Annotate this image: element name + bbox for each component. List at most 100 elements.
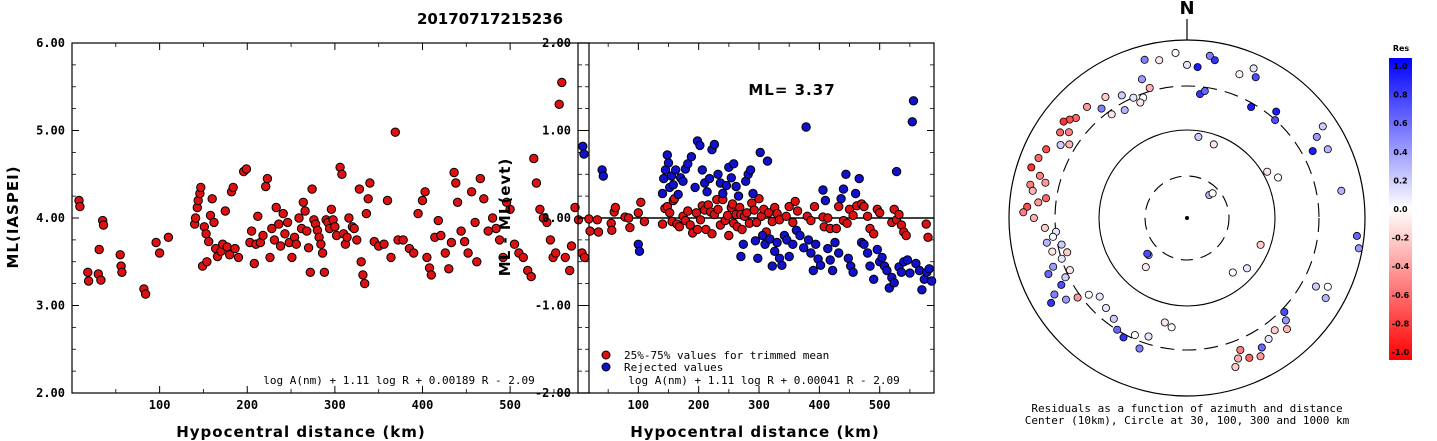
data-point: [678, 176, 688, 187]
station-marker: [1270, 326, 1279, 335]
station-marker: [1050, 290, 1059, 299]
data-point: [531, 178, 542, 188]
middle-series-0: [584, 194, 933, 243]
data-point: [342, 232, 352, 243]
data-point: [545, 235, 556, 245]
middle-y-tick-label: -2.00: [535, 386, 571, 400]
colorbar-tick-label: -0.8: [1392, 319, 1410, 328]
data-point: [298, 197, 308, 208]
data-point: [702, 187, 712, 197]
data-point: [625, 222, 635, 233]
data-point: [686, 152, 697, 162]
data-point: [842, 218, 852, 229]
left-y-tick-label: 2.00: [36, 386, 65, 400]
data-point: [233, 252, 244, 263]
station-marker: [1073, 293, 1082, 302]
data-point: [560, 252, 570, 263]
station-marker: [1235, 70, 1244, 79]
data-point: [737, 224, 747, 235]
data-point: [889, 278, 899, 288]
colorbar-tick-label: 0.0: [1393, 205, 1408, 214]
data-point: [848, 210, 858, 221]
data-point: [891, 166, 902, 177]
station-marker: [1023, 202, 1032, 211]
azimuth-distance-polar-plot: N Residuals as a function of azimuth and…: [1008, 0, 1366, 427]
data-point: [261, 181, 271, 192]
data-point: [799, 243, 809, 253]
colorbar-tick-label: 0.6: [1393, 119, 1408, 128]
left-x-tick-label: 400: [412, 398, 434, 412]
data-point: [75, 201, 85, 212]
station-marker: [1084, 290, 1093, 299]
data-point: [713, 204, 723, 215]
data-point: [487, 213, 498, 223]
station-marker: [1044, 269, 1053, 278]
station-marker: [1019, 208, 1028, 217]
station-marker: [1318, 122, 1327, 131]
station-marker: [1056, 128, 1065, 137]
data-point: [772, 237, 782, 248]
data-point: [808, 265, 818, 276]
data-point: [354, 184, 365, 194]
data-point: [795, 230, 805, 241]
data-point: [557, 77, 567, 88]
data-point: [862, 211, 873, 222]
data-point: [151, 237, 161, 248]
data-point: [850, 188, 861, 199]
station-marker: [1042, 194, 1051, 203]
station-marker: [1119, 333, 1128, 342]
station-marker: [1209, 140, 1218, 149]
station-marker: [1042, 145, 1051, 154]
data-point: [831, 223, 841, 234]
data-point: [265, 252, 275, 263]
data-point: [241, 164, 252, 174]
data-point: [825, 255, 835, 265]
data-point: [633, 208, 643, 218]
data-point: [908, 96, 919, 106]
station-marker: [1117, 91, 1126, 100]
station-marker: [1041, 178, 1050, 187]
data-point: [98, 220, 109, 230]
data-point: [815, 260, 826, 270]
left-x-tick-label: 500: [499, 398, 521, 412]
station-marker: [1034, 198, 1043, 207]
data-point: [360, 278, 370, 289]
station-marker: [1321, 294, 1330, 303]
station-marker: [1205, 51, 1214, 60]
data-point: [436, 230, 446, 241]
station-marker: [1145, 84, 1154, 93]
data-point: [94, 244, 104, 255]
data-point: [300, 206, 310, 216]
station-marker: [1042, 238, 1051, 247]
data-point: [228, 182, 238, 193]
data-point: [509, 239, 520, 249]
data-point: [820, 195, 831, 206]
station-marker: [1247, 103, 1256, 112]
data-point: [352, 235, 362, 245]
data-point: [695, 140, 705, 151]
data-point: [470, 217, 480, 228]
left-x-tick-label: 100: [149, 398, 171, 412]
data-point: [713, 169, 723, 180]
data-point: [83, 267, 93, 277]
data-point: [659, 173, 669, 184]
data-point: [459, 236, 470, 247]
data-point: [726, 173, 736, 183]
data-point: [838, 184, 849, 194]
data-point: [491, 223, 501, 234]
data-point: [267, 223, 277, 234]
data-point: [584, 214, 594, 224]
data-point: [483, 226, 493, 236]
data-point: [287, 252, 297, 263]
data-point: [724, 230, 734, 241]
middle-x-tick-label: 400: [809, 398, 831, 412]
data-point: [494, 235, 505, 245]
station-marker: [1027, 163, 1036, 172]
data-point: [479, 194, 489, 204]
data-point: [767, 261, 777, 271]
data-point: [349, 223, 359, 234]
data-point: [869, 229, 879, 239]
data-point: [356, 257, 366, 267]
legend: 25%-75% values for trimmed mean Rejected…: [601, 349, 829, 374]
data-point: [803, 235, 814, 245]
